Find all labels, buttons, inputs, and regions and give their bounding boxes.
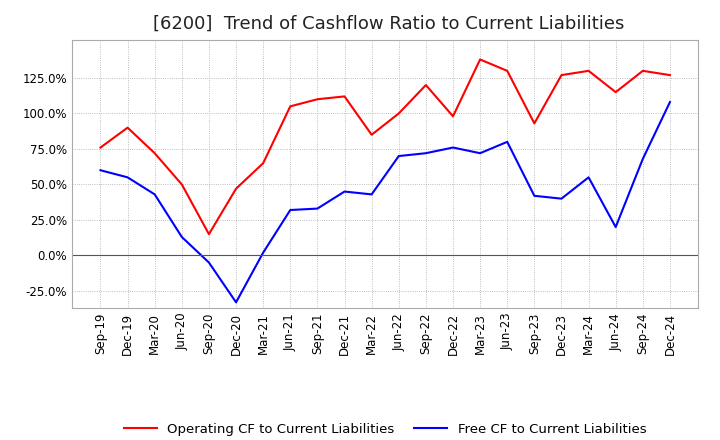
Free CF to Current Liabilities	[367, 192, 376, 197]
Free CF to Current Liabilities	[123, 175, 132, 180]
Operating CF to Current Liabilities	[611, 89, 620, 95]
Free CF to Current Liabilities	[259, 250, 268, 255]
Operating CF to Current Liabilities	[476, 57, 485, 62]
Free CF to Current Liabilities	[150, 192, 159, 197]
Free CF to Current Liabilities	[286, 207, 294, 213]
Line: Operating CF to Current Liabilities: Operating CF to Current Liabilities	[101, 59, 670, 234]
Operating CF to Current Liabilities	[449, 114, 457, 119]
Operating CF to Current Liabilities	[395, 111, 403, 116]
Operating CF to Current Liabilities	[150, 150, 159, 156]
Operating CF to Current Liabilities	[123, 125, 132, 130]
Operating CF to Current Liabilities	[313, 97, 322, 102]
Operating CF to Current Liabilities	[421, 82, 430, 88]
Operating CF to Current Liabilities	[530, 121, 539, 126]
Operating CF to Current Liabilities	[204, 231, 213, 237]
Operating CF to Current Liabilities	[286, 104, 294, 109]
Free CF to Current Liabilities	[449, 145, 457, 150]
Operating CF to Current Liabilities	[503, 68, 511, 73]
Legend: Operating CF to Current Liabilities, Free CF to Current Liabilities: Operating CF to Current Liabilities, Fre…	[119, 418, 652, 440]
Operating CF to Current Liabilities	[367, 132, 376, 137]
Operating CF to Current Liabilities	[639, 68, 647, 73]
Free CF to Current Liabilities	[178, 235, 186, 240]
Operating CF to Current Liabilities	[584, 68, 593, 73]
Free CF to Current Liabilities	[421, 150, 430, 156]
Free CF to Current Liabilities	[96, 168, 105, 173]
Free CF to Current Liabilities	[665, 99, 674, 105]
Operating CF to Current Liabilities	[665, 73, 674, 78]
Free CF to Current Liabilities	[313, 206, 322, 211]
Free CF to Current Liabilities	[611, 224, 620, 230]
Free CF to Current Liabilities	[584, 175, 593, 180]
Free CF to Current Liabilities	[476, 150, 485, 156]
Free CF to Current Liabilities	[557, 196, 566, 201]
Operating CF to Current Liabilities	[232, 186, 240, 191]
Free CF to Current Liabilities	[204, 260, 213, 265]
Free CF to Current Liabilities	[639, 156, 647, 161]
Operating CF to Current Liabilities	[178, 182, 186, 187]
Free CF to Current Liabilities	[395, 154, 403, 159]
Operating CF to Current Liabilities	[96, 145, 105, 150]
Free CF to Current Liabilities	[341, 189, 349, 194]
Free CF to Current Liabilities	[232, 300, 240, 305]
Operating CF to Current Liabilities	[259, 161, 268, 166]
Operating CF to Current Liabilities	[557, 73, 566, 78]
Free CF to Current Liabilities	[530, 193, 539, 198]
Operating CF to Current Liabilities	[341, 94, 349, 99]
Text: [6200]  Trend of Cashflow Ratio to Current Liabilities: [6200] Trend of Cashflow Ratio to Curren…	[153, 15, 625, 33]
Free CF to Current Liabilities	[503, 139, 511, 144]
Line: Free CF to Current Liabilities: Free CF to Current Liabilities	[101, 102, 670, 302]
